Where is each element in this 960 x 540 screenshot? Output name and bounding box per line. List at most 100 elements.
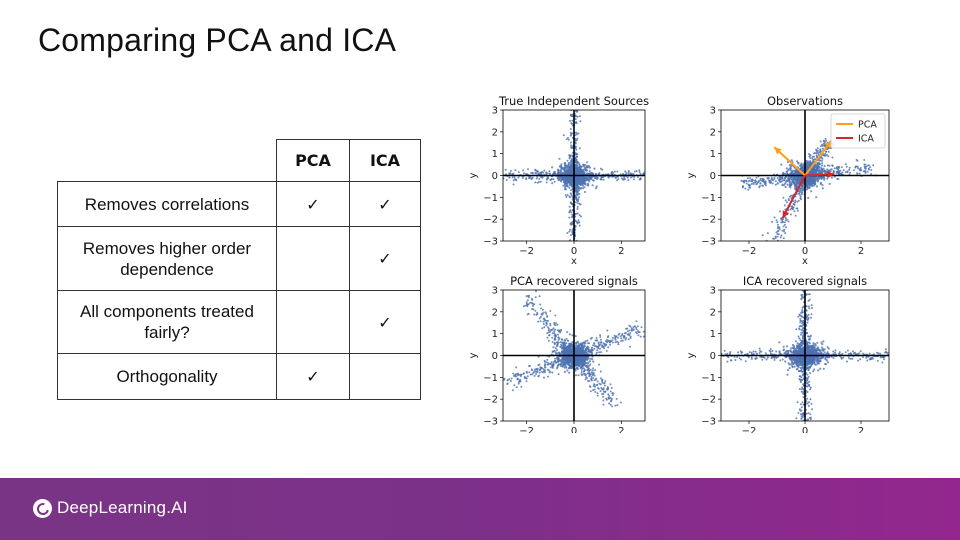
data-point	[578, 344, 581, 347]
data-point	[769, 249, 771, 251]
data-point	[608, 394, 611, 397]
data-point	[580, 172, 583, 175]
data-point	[789, 213, 792, 216]
data-point	[625, 327, 627, 330]
data-point	[776, 246, 778, 248]
data-point	[761, 177, 764, 180]
data-point	[837, 168, 840, 171]
data-point	[563, 161, 567, 164]
data-point	[560, 338, 563, 341]
data-point	[595, 339, 598, 342]
data-point	[564, 182, 567, 185]
data-point	[792, 178, 795, 181]
data-point	[623, 335, 626, 338]
data-point	[825, 150, 828, 153]
data-point	[759, 182, 762, 185]
data-point	[777, 229, 780, 232]
data-point	[586, 172, 589, 175]
data-point	[806, 161, 809, 165]
data-point	[789, 195, 791, 198]
data-point	[779, 210, 781, 213]
data-point	[796, 176, 798, 179]
data-point	[611, 341, 614, 344]
data-point	[797, 190, 800, 193]
data-point	[852, 169, 855, 172]
data-point	[627, 171, 630, 173]
data-point	[571, 203, 574, 206]
data-point	[547, 339, 550, 342]
data-point	[594, 385, 597, 388]
data-point	[815, 185, 819, 188]
data-point	[580, 215, 582, 218]
data-point	[547, 177, 550, 180]
data-point	[628, 329, 631, 332]
data-point	[591, 373, 594, 376]
data-point	[797, 179, 800, 182]
data-point	[614, 404, 617, 407]
data-point	[548, 334, 551, 336]
data-point	[807, 153, 810, 155]
data-point	[561, 361, 564, 364]
data-point	[557, 338, 560, 341]
data-point	[590, 377, 593, 380]
data-point	[783, 223, 786, 226]
pca-arrow-head	[824, 140, 832, 149]
data-point	[582, 359, 585, 361]
data-point	[577, 178, 580, 181]
data-point	[588, 350, 590, 352]
data-point	[589, 171, 592, 174]
data-point	[555, 348, 558, 352]
data-point	[539, 320, 542, 323]
data-point	[509, 169, 512, 172]
data-point	[864, 167, 867, 170]
data-point	[584, 340, 587, 343]
data-point	[796, 200, 799, 203]
data-point	[799, 188, 802, 191]
data-point	[553, 172, 556, 175]
data-point	[781, 221, 784, 224]
data-point	[606, 386, 609, 388]
data-point	[522, 169, 525, 172]
data-point	[589, 363, 592, 366]
data-point	[647, 179, 649, 181]
data-point	[554, 347, 557, 350]
data-point	[752, 181, 755, 184]
data-point	[642, 335, 645, 338]
data-point	[755, 176, 758, 179]
data-point	[593, 347, 596, 350]
ica-check	[349, 353, 421, 400]
data-point	[593, 379, 596, 382]
data-point	[781, 229, 784, 232]
data-point	[645, 176, 647, 178]
data-point	[569, 131, 572, 134]
x-tick-label: −2	[742, 246, 757, 257]
y-tick-label: −1	[483, 193, 498, 204]
row-label: All components treated fairly?	[57, 290, 277, 354]
data-point	[826, 168, 829, 171]
data-point	[858, 169, 861, 172]
data-point	[553, 338, 556, 341]
data-point	[578, 196, 581, 199]
data-point	[570, 342, 573, 345]
data-point	[575, 139, 578, 142]
data-point	[559, 345, 562, 348]
data-point	[539, 315, 542, 318]
data-point	[604, 380, 607, 383]
data-point	[776, 244, 778, 246]
data-point	[750, 183, 753, 185]
data-point	[569, 366, 572, 369]
data-point	[571, 209, 574, 212]
data-point	[773, 243, 775, 245]
data-point	[536, 313, 539, 316]
data-point	[584, 364, 586, 366]
data-point	[813, 168, 816, 171]
y-axis-label: y	[686, 172, 697, 178]
data-point	[533, 313, 536, 316]
data-point	[787, 220, 790, 223]
data-point	[592, 367, 595, 370]
data-point	[649, 175, 651, 177]
data-point	[544, 311, 547, 314]
data-point	[529, 176, 531, 178]
data-point	[621, 178, 624, 181]
data-point	[582, 341, 585, 344]
